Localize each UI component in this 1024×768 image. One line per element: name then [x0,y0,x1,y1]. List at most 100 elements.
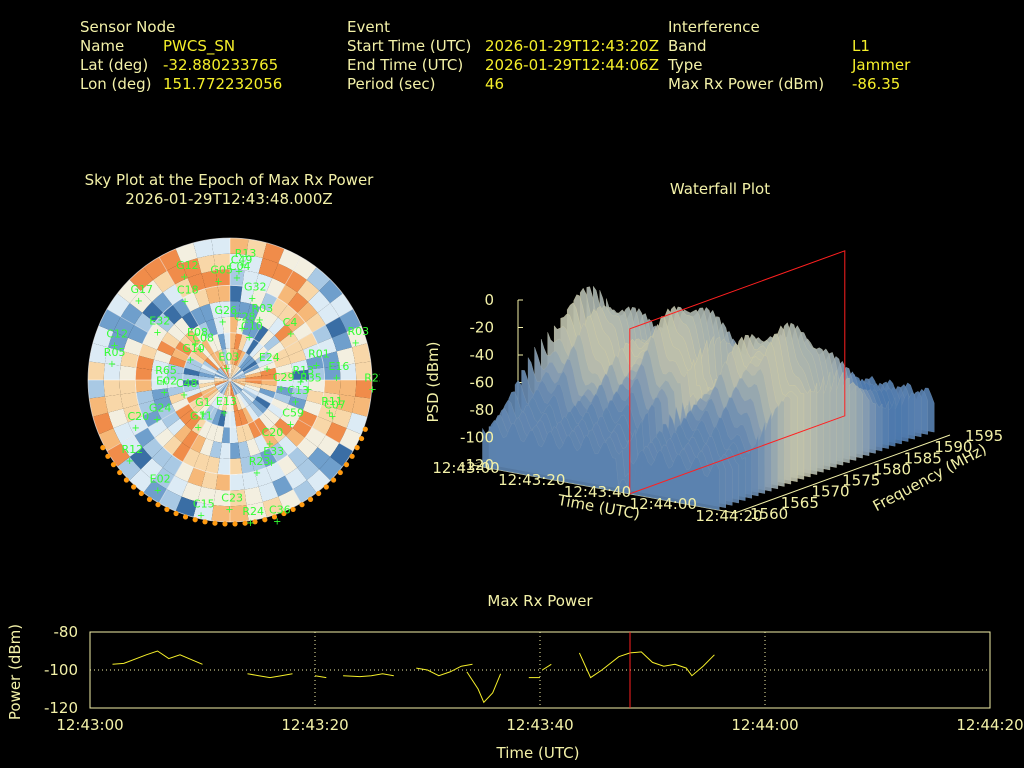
horizon-marker [192,517,198,523]
sky-bin [174,461,194,483]
sky-bin [181,258,202,278]
sky-bin [189,395,205,409]
sky-bin [161,331,180,349]
satellite-marker: + [291,397,299,408]
sky-bin [339,363,357,380]
satellite-marker: + [239,260,247,271]
event-title: Event [347,18,390,36]
sky-bin [230,367,242,380]
sky-bin [129,290,152,313]
sky-bin [245,375,262,380]
sky-bin [217,285,230,302]
satellite-label: R01 [308,347,330,360]
satellite-label: C28 [234,311,256,324]
sky-bin [213,425,224,443]
psd-tick-label: 0 [484,291,494,309]
sky-bin [302,400,322,417]
sky-bin [267,403,285,419]
sky-bin [205,319,218,337]
satellite-label: E16 [328,360,349,373]
satellite-marker: + [263,364,271,375]
power-tick-label: -100 [44,661,78,679]
satellite-label: C04 [229,260,251,273]
sky-bin [104,394,124,413]
sky-bin [278,304,297,325]
horizon-marker [202,519,208,525]
satellite-marker: + [238,324,246,335]
sky-bin [151,359,170,372]
sky-bin [209,301,222,320]
satellite-label: R35 [300,371,322,384]
sky-bin [242,471,259,490]
sky-bin [123,404,143,423]
sky-bin [143,480,167,503]
azimuth-spoke [106,379,231,452]
sky-bin [230,253,247,271]
sky-bin [167,324,186,342]
sky-bin [230,370,244,380]
sky-bin [274,324,293,342]
sky-bin [217,368,230,380]
psd-strip [482,419,720,511]
satellite-marker: + [351,338,359,349]
satellite-label: G05 [210,263,233,276]
sky-bin [275,363,293,374]
sky-bin [276,371,294,380]
max-power-plane-outline [629,250,846,495]
sky-bin [351,396,371,417]
sky-bin [217,394,226,411]
satellite-marker: + [110,340,118,351]
sky-bin [198,375,215,380]
sky-bin [153,349,172,364]
interference-power-value: -86.35 [852,75,901,93]
sky-bin [171,398,190,412]
sky-bin [227,364,230,380]
waterfall-plot: 0-20-40-60-80-100-12012:43:0012:43:2012:… [424,250,1003,525]
horizon-marker [290,506,296,513]
sky-grid [87,237,373,523]
sky-bin [230,411,237,428]
sky-bin [129,447,152,470]
sky-bin [213,253,230,271]
time-tick-label: 12:44:00 [731,716,798,734]
sky-bin [332,408,352,429]
sky-bin [186,392,203,404]
sky-bin [258,482,279,502]
sky-bin [261,311,279,330]
max-power-plane [629,250,846,495]
sky-bin [171,348,190,362]
sky-bin [323,365,341,380]
sky-bin [261,430,279,449]
sky-bin [266,277,286,299]
time-tick-label: 12:44:20 [956,716,1023,734]
sky-bin [198,382,215,389]
sky-bin [250,452,267,472]
satellite-marker: + [197,510,205,521]
sky-bin [89,396,109,417]
power-series [112,632,715,708]
sky-bin [201,270,218,289]
satellite-marker: + [325,408,333,419]
sky-bin [236,350,246,367]
sky-bin [230,238,249,255]
sky-bin [230,442,241,459]
power-line-segment [466,671,502,704]
sky-bin [230,380,237,396]
sky-bin [262,242,285,264]
sky-bin [355,361,372,380]
sky-bin [267,341,285,357]
sky-bin [211,505,230,522]
sky-bin [217,349,226,366]
sky-bin [163,304,182,325]
sky-bin [220,366,230,380]
sky-bin [298,332,318,350]
satellite-label: C07 [324,398,346,411]
sky-bin [268,317,286,336]
sky-bin [190,307,206,326]
power-line-segment [247,673,293,679]
satellite-marker: + [194,423,202,434]
satellite-marker: + [160,387,168,398]
psd-tick-label: -40 [470,346,495,364]
satellite-marker: + [277,384,285,395]
sky-bin [230,473,245,491]
